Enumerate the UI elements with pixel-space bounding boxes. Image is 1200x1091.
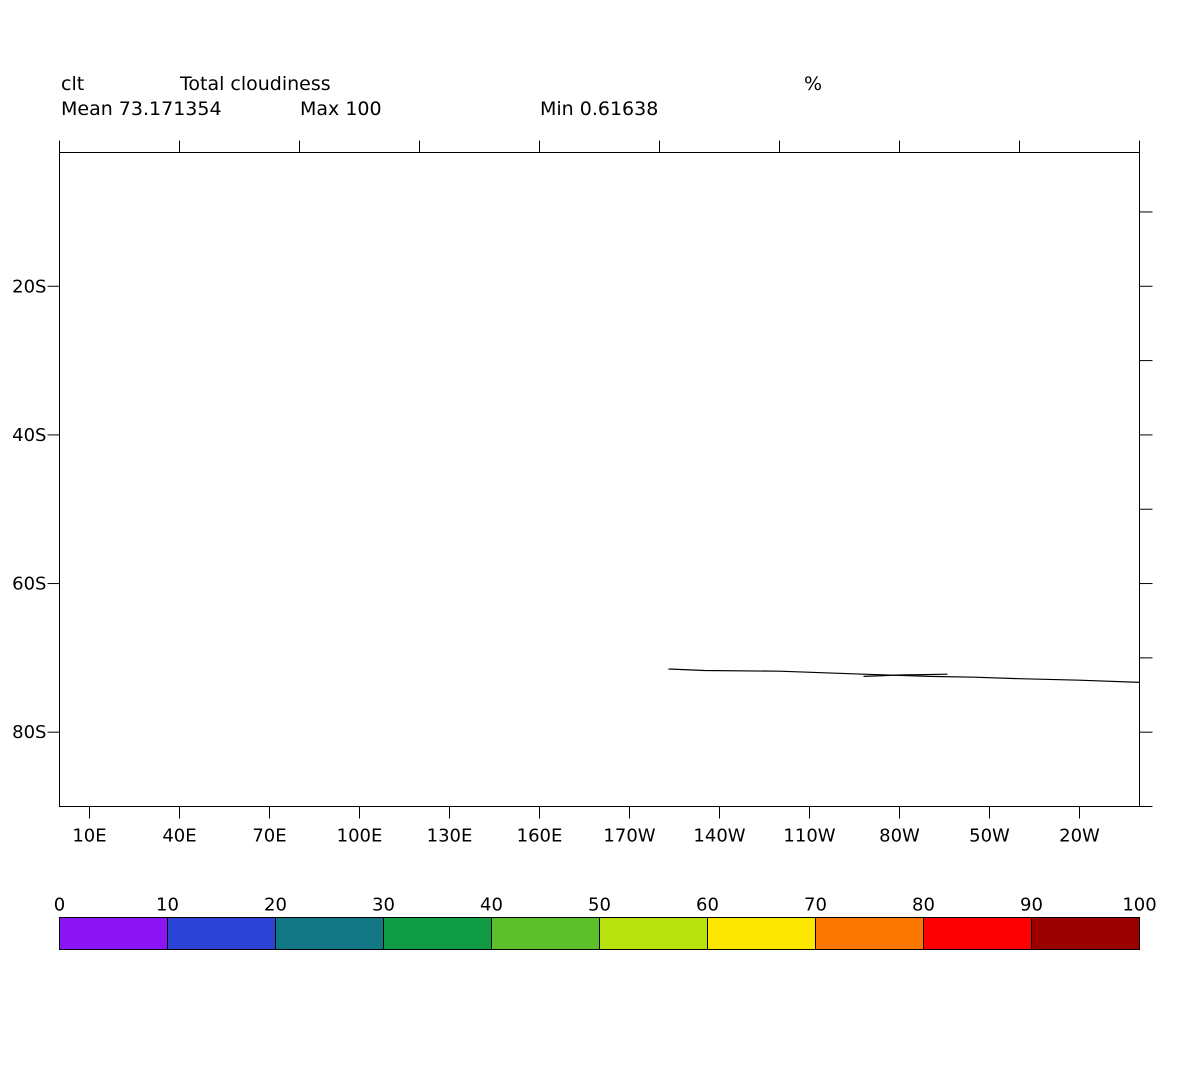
- colorbar-tick-label: 50: [588, 895, 611, 916]
- x-tick-label: 160E: [517, 826, 563, 847]
- colorbar: 0 10 20 30 40 50 60 70 80 90 100: [54, 895, 1157, 950]
- x-tick-label: 100E: [337, 826, 383, 847]
- units-label: %: [804, 73, 823, 95]
- colorbar-swatch: [491, 917, 600, 950]
- x-tick-label: 140W: [693, 826, 745, 847]
- colorbar-swatch: [815, 917, 924, 950]
- y-tick-label: 80S: [12, 722, 46, 743]
- colorbar-swatch: [599, 917, 708, 950]
- coastline-segment: [668, 668, 1140, 683]
- colorbar-swatch: [383, 917, 492, 950]
- y-tick-label: 40S: [12, 425, 46, 446]
- y-tick-label: 60S: [12, 574, 46, 595]
- x-tick-label: 40E: [162, 826, 196, 847]
- long-name: Total cloudiness: [180, 73, 331, 95]
- colorbar-tick-label: 20: [264, 895, 287, 916]
- colorbar-tick-label: 30: [372, 895, 395, 916]
- colorbar-tick-label: 70: [804, 895, 827, 916]
- mean-stat: Mean 73.171354: [61, 98, 222, 120]
- colorbar-swatch: [1031, 917, 1140, 950]
- x-tick-label: 50W: [969, 826, 1010, 847]
- x-tick-label: 10E: [72, 826, 106, 847]
- colorbar-tick-label: 40: [480, 895, 503, 916]
- x-tick-label: 80W: [879, 826, 920, 847]
- right-axis-ticks: [1139, 211, 1153, 807]
- plot-frame: [59, 152, 1140, 807]
- colorbar-tick-label: 90: [1020, 895, 1043, 916]
- x-tick-label: 20W: [1059, 826, 1100, 847]
- colorbar-swatch: [59, 917, 168, 950]
- x-tick-label: 130E: [427, 826, 473, 847]
- top-axis-ticks: [59, 140, 1140, 153]
- colorbar-tick-label: 100: [1122, 895, 1156, 916]
- coastline: [668, 668, 1140, 683]
- colorbar-tick-label: 0: [54, 895, 65, 916]
- x-axis: 10E 40E 70E 100E 130E 160E 170W 140W 110W 80W 50W 2…: [72, 806, 1100, 847]
- colorbar-tick-label: 60: [696, 895, 719, 916]
- variable-name: clt: [61, 73, 85, 95]
- colorbar-swatch: [275, 917, 384, 950]
- y-tick-label: 20S: [12, 276, 46, 297]
- x-tick-label: 170W: [603, 826, 655, 847]
- colorbar-tick-label: 80: [912, 895, 935, 916]
- coastline-segment: [863, 673, 948, 677]
- max-stat: Max 100: [300, 98, 382, 120]
- y-axis: 20S 40S 60S 80S: [12, 276, 60, 743]
- x-tick-label: 70E: [252, 826, 286, 847]
- colorbar-tick-label: 10: [156, 895, 179, 916]
- colorbar-swatch: [707, 917, 816, 950]
- colorbar-swatch: [923, 917, 1032, 950]
- min-stat: Min 0.61638: [540, 98, 659, 120]
- x-tick-label: 110W: [783, 826, 835, 847]
- colorbar-swatch: [167, 917, 276, 950]
